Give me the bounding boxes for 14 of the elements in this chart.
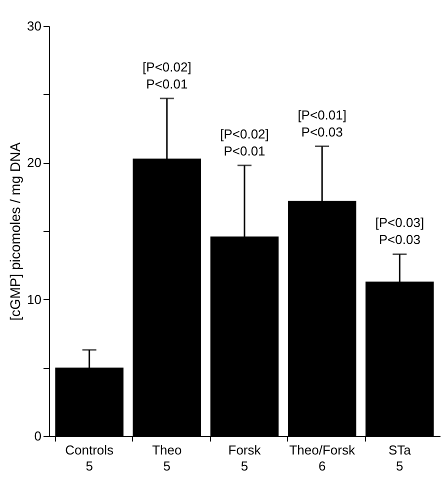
- y-tick-label: 30: [27, 18, 42, 34]
- annotation: [P<0.01] P<0.03: [298, 107, 346, 140]
- annotation: [P<0.03] P<0.03: [375, 215, 424, 248]
- annotation: [P<0.02] P<0.01: [220, 126, 269, 158]
- y-tick-label: 0: [34, 428, 42, 444]
- x-tick-label: Controls 5: [65, 442, 114, 474]
- annotation: [P<0.02] P<0.01: [142, 59, 192, 92]
- x-tick-label: Theo 5: [152, 442, 182, 474]
- y-tick-label: 20: [27, 155, 42, 170]
- y-tick-label: 10: [27, 292, 42, 307]
- x-tick-label: STa 5: [388, 442, 412, 474]
- x-tick-label: Theo/Forsk 6: [289, 442, 356, 474]
- x-tick-label: Forsk 5: [228, 442, 262, 474]
- y-axis-title: [cGMP] picomoles / mg DNA: [7, 142, 24, 321]
